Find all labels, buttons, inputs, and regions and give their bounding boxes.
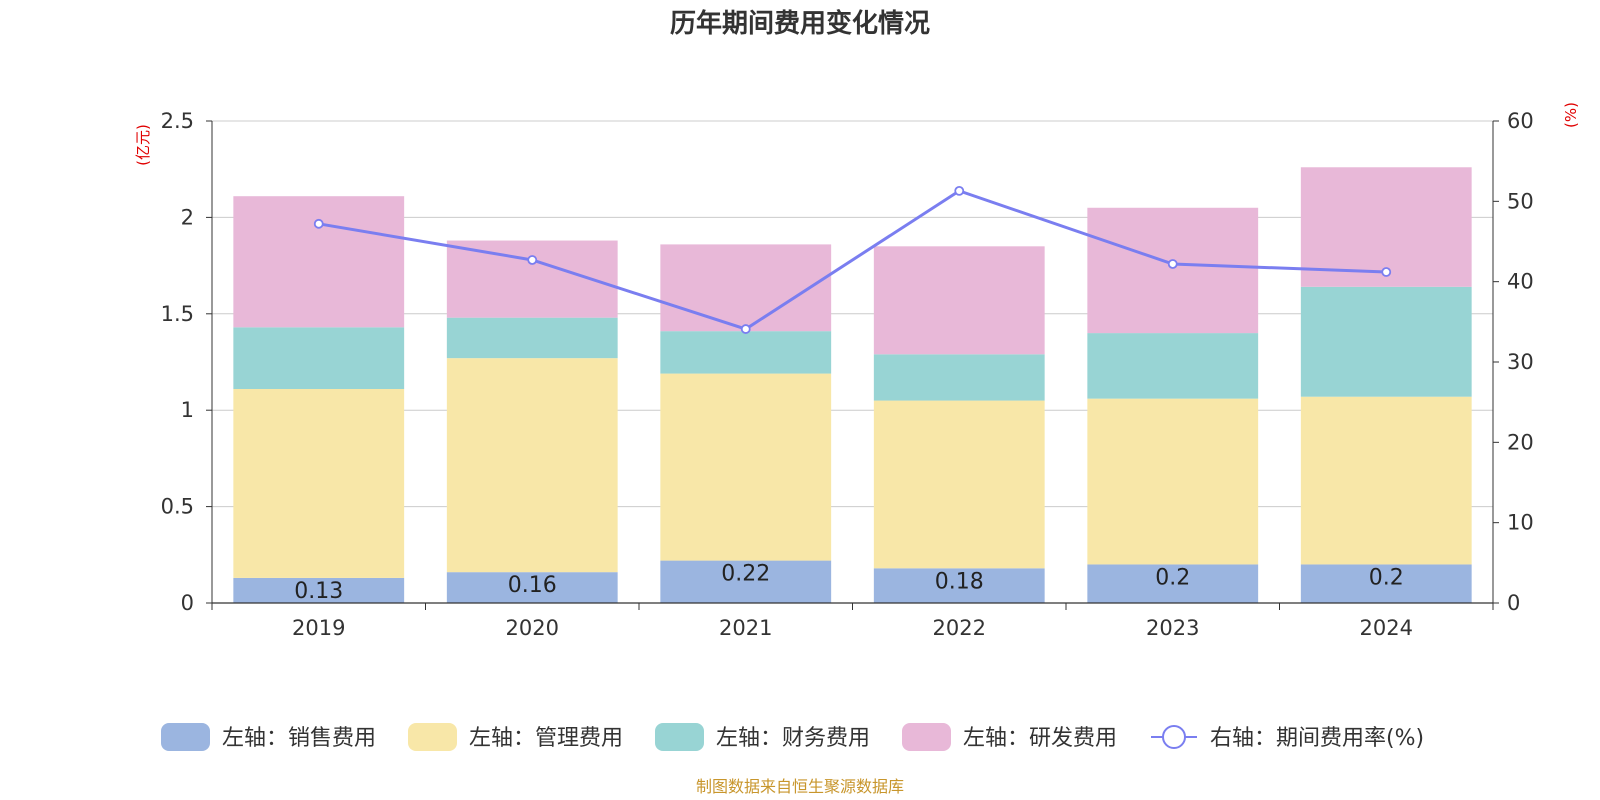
legend-swatch: [161, 723, 210, 751]
bar-data-label: 0.22: [721, 562, 770, 587]
legend: 左轴：销售费用 左轴：管理费用 左轴：财务费用 左轴：研发费用 右轴：期间费用率(%): [161, 723, 1424, 751]
x-tick-label: 2024: [1360, 616, 1413, 640]
bar-segment: [233, 327, 405, 389]
legend-label: 右轴：期间费用率(%): [1210, 726, 1424, 751]
bar-segment: [873, 246, 1045, 355]
right-tick-label: 0: [1507, 591, 1520, 615]
line-point: [527, 255, 538, 265]
legend-label: 左轴：管理费用: [469, 726, 623, 751]
bar-data-label: 0.18: [935, 569, 984, 594]
x-tick-label: 2019: [292, 616, 345, 640]
grid-lines: [212, 120, 1493, 508]
bar-segment: [233, 388, 405, 578]
line-point: [740, 324, 751, 334]
line-layer: [313, 185, 1392, 334]
left-tick-label: 0.5: [161, 495, 194, 519]
left-tick-label: 1: [181, 398, 194, 422]
bar-segment: [1087, 564, 1259, 603]
right-tick-label: 50: [1507, 189, 1534, 213]
bar-data-label: 0.2: [1155, 565, 1190, 590]
left-tick-label: 2: [181, 205, 194, 229]
bar-segment: [1300, 396, 1472, 565]
x-tick-label: 2020: [506, 616, 559, 640]
legend-swatch: [408, 723, 457, 751]
left-tick-label: 1.5: [161, 302, 194, 326]
chart-title: 历年期间费用变化情况: [670, 8, 930, 39]
x-tick-label: 2023: [1146, 616, 1199, 640]
bar-segment: [1087, 207, 1259, 334]
left-axis-unit: (亿元): [134, 124, 152, 166]
line-point: [1381, 267, 1392, 277]
right-axis-unit: (%): [1562, 102, 1580, 128]
bar-segment: [1300, 167, 1472, 287]
bar-segment: [233, 196, 405, 328]
bar-data-label: 0.16: [508, 573, 557, 598]
axes-layer: 0 0.5 1 1.5 2 2.5 0 10 20 30 40 50 60 2019 2020 2021 202…: [161, 109, 1534, 640]
bar-segment: [446, 358, 618, 573]
bar-segment: [660, 244, 832, 332]
right-tick-label: 20: [1507, 430, 1534, 454]
legend-marker: [1162, 725, 1186, 749]
x-tick-label: 2022: [933, 616, 986, 640]
bar-segment: [873, 354, 1045, 401]
legend-label: 左轴：财务费用: [716, 726, 870, 751]
line-point: [313, 218, 324, 229]
legend-swatch: [902, 723, 951, 751]
legend-swatch: [655, 723, 704, 751]
bar-segment: [873, 568, 1045, 603]
legend-label: 左轴：研发费用: [963, 726, 1117, 751]
bars-layer: [233, 167, 1472, 603]
bar-segment: [660, 560, 832, 603]
line-point: [1167, 259, 1178, 269]
bar-data-label: 0.2: [1369, 565, 1404, 590]
bar-segment: [1300, 286, 1472, 397]
bar-segment: [233, 577, 405, 603]
bar-segment: [660, 331, 832, 374]
left-tick-label: 2.5: [161, 109, 194, 133]
x-tick-label: 2021: [719, 616, 772, 640]
source-note: 制图数据来自恒生聚源数据库: [696, 777, 904, 796]
bar-segment: [873, 400, 1045, 569]
bar-segment: [1087, 398, 1259, 565]
left-tick-label: 0: [181, 591, 194, 615]
data-labels: 0.13 0.16 0.22 0.18 0.2 0.2: [294, 562, 1403, 604]
right-tick-label: 60: [1507, 109, 1534, 133]
bar-segment: [446, 572, 618, 603]
right-tick-label: 40: [1507, 270, 1534, 294]
line-rate-series: [318, 189, 1387, 331]
bar-segment: [446, 317, 618, 359]
line-point: [954, 185, 965, 196]
bar-data-label: 0.13: [294, 579, 343, 604]
bar-segment: [660, 373, 832, 561]
legend-label: 左轴：销售费用: [222, 726, 376, 751]
right-tick-label: 30: [1507, 350, 1534, 374]
right-tick-label: 10: [1507, 511, 1534, 535]
bar-segment: [1300, 564, 1472, 603]
bar-segment: [1087, 333, 1259, 399]
